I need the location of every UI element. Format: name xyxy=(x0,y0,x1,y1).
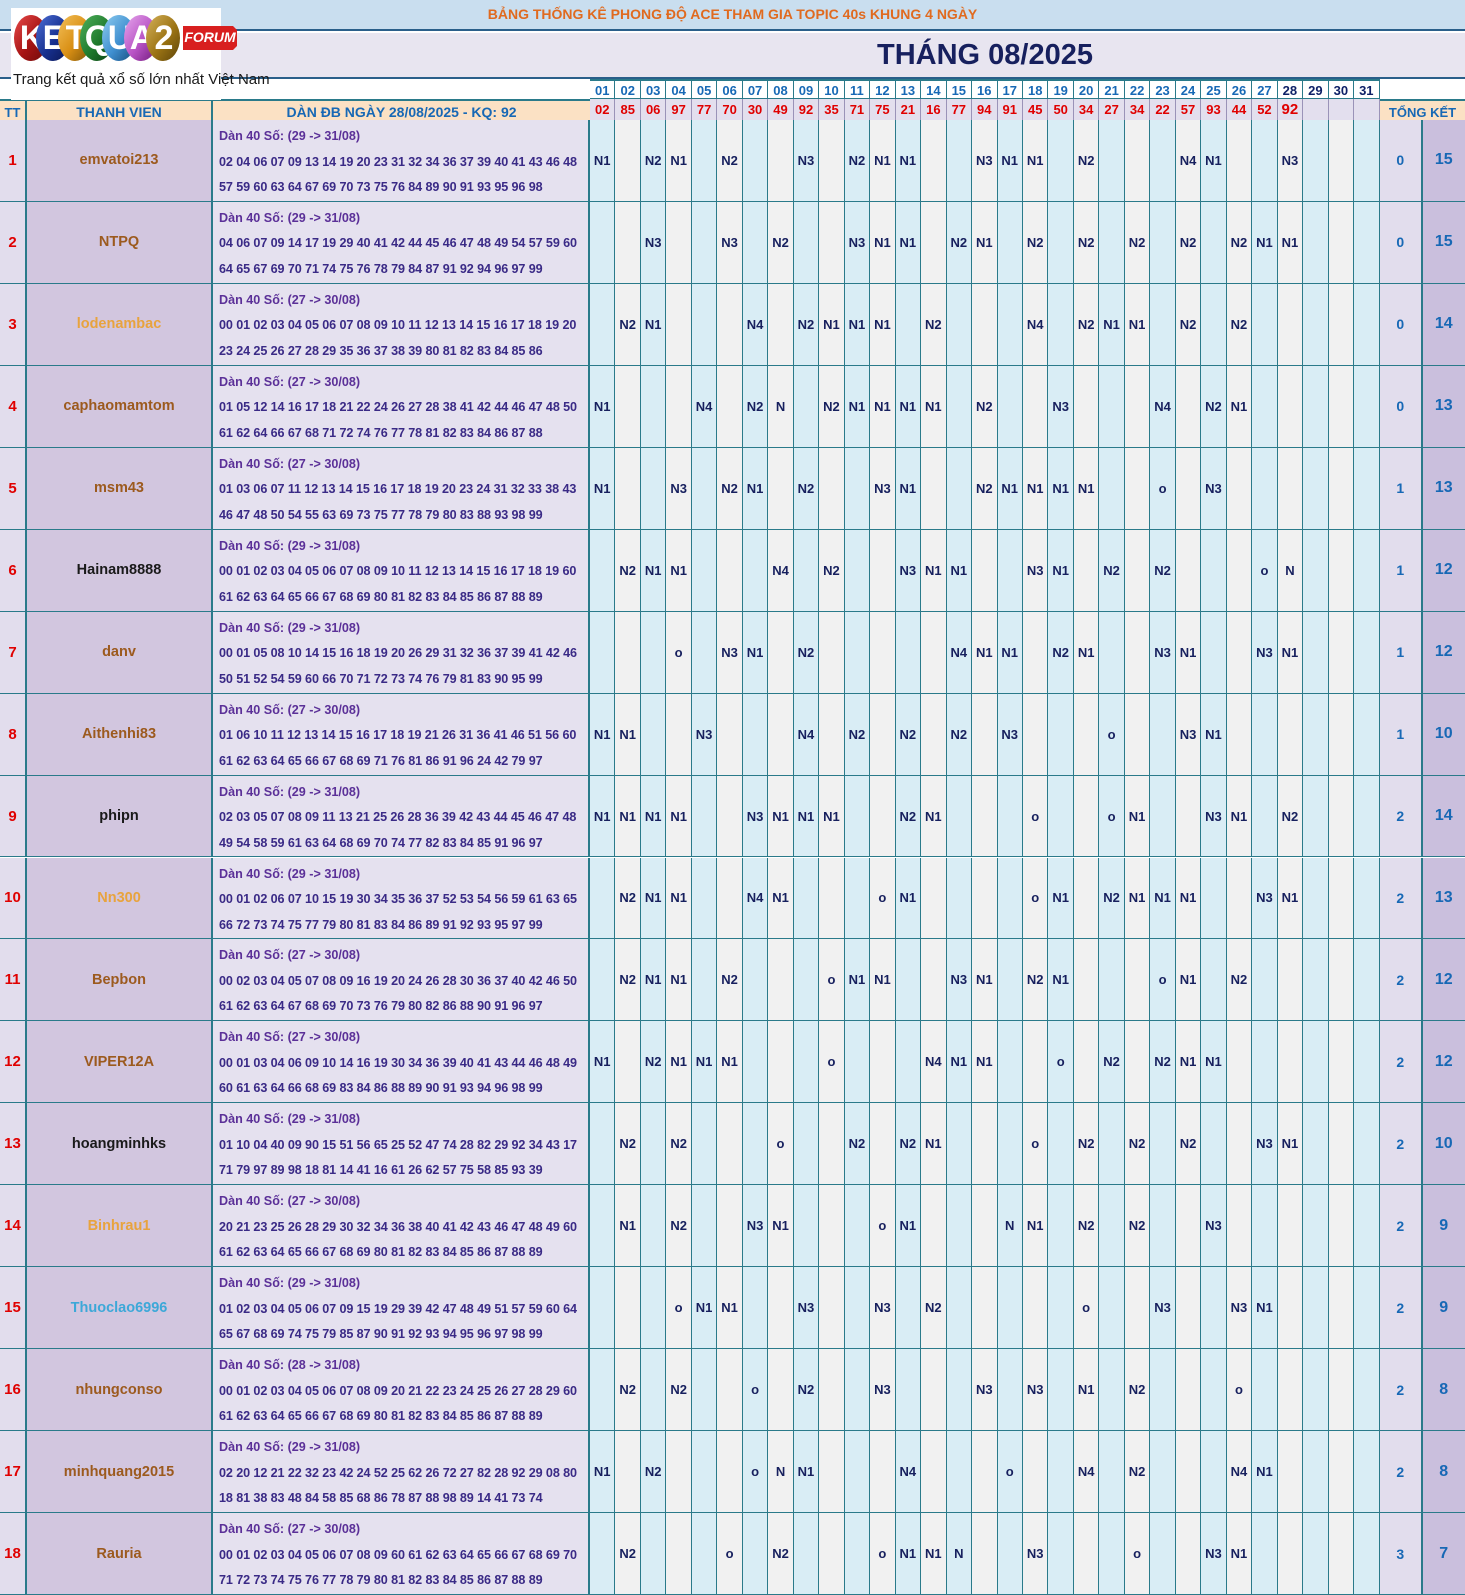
svg-text:2: 2 xyxy=(155,19,174,57)
svg-text:FORUM: FORUM xyxy=(184,29,236,45)
